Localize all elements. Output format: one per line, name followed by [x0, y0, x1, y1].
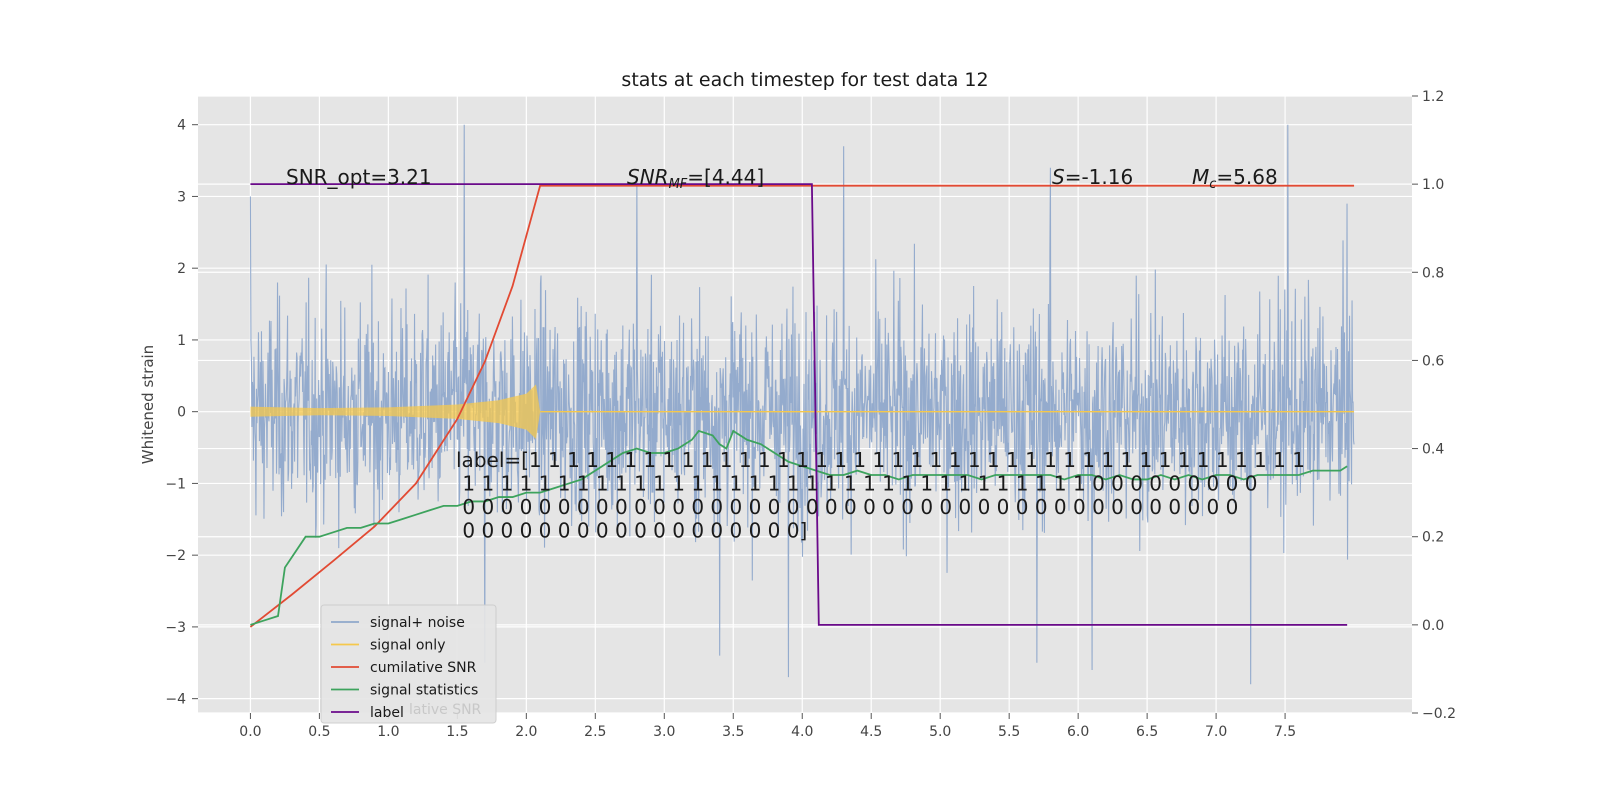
legend-ghost-text: lative SNR: [409, 702, 482, 718]
legend: lative SNR signal+ noise signal only cumila…: [320, 604, 497, 724]
x-tick-label: 7.0: [1205, 724, 1227, 740]
signal-only-envelope: [250, 384, 541, 439]
y-tick-label: −1: [165, 476, 186, 492]
annotations: SNR_opt=3.21 SNRMF=[4.44] S=-1.16 Mc=5.6…: [286, 165, 1305, 543]
snr-opt-annotation: SNR_opt=3.21: [286, 165, 432, 189]
y2-tick-label: 1.2: [1422, 89, 1444, 105]
x-tick-label: 3.5: [722, 724, 744, 740]
x-tick-label: 0.0: [239, 724, 261, 740]
label-array-annotation: label=[1 1 1 1 1 1 1 1 1 1 1 1 1 1 1 1 1…: [456, 448, 1305, 543]
y-tick-label: −3: [165, 620, 186, 636]
x-tick-label: 7.5: [1274, 724, 1296, 740]
legend-label: label: [370, 705, 404, 721]
x-tick-label: 3.0: [653, 724, 675, 740]
signal-noise-series: [249, 124, 1355, 685]
line-series: [249, 183, 1355, 628]
mc-annotation: Mc=5.68: [1192, 165, 1278, 192]
snr-mf-symbol: SNR: [627, 165, 669, 189]
y2-tick-label: 0.4: [1422, 442, 1444, 458]
s-annotation: S=-1.16: [1052, 165, 1133, 189]
mc-subscript: c: [1209, 177, 1216, 192]
y-tick-label: 0: [177, 405, 186, 421]
y2-tick-label: 0.2: [1422, 530, 1444, 546]
x-tick-label: 1.0: [377, 724, 399, 740]
signal-statistics-line: [250, 429, 1348, 626]
y-tick-label: 2: [177, 261, 186, 277]
x-tick-label: 6.0: [1067, 724, 1089, 740]
label-array-line: 0 0 0 0 0 0 0 0 0 0 0 0 0 0 0 0 0 0]: [456, 519, 807, 543]
mc-value: =5.68: [1216, 165, 1277, 189]
y-tick-label: 4: [177, 118, 186, 134]
y-axis-label: Whitened strain: [139, 345, 157, 464]
y-tick-label: −4: [165, 692, 186, 708]
label-array-line: 1 1 1 1 1 1 1 1 1 1 1 1 1 1 1 1 1 1 1 1 …: [456, 472, 1257, 496]
y-tick-label: 3: [177, 189, 186, 205]
x-tick-label: 1.5: [446, 724, 468, 740]
x-tick-label: 4.5: [860, 724, 882, 740]
legend-label: signal only: [370, 638, 445, 654]
y2-tick-label: −0.2: [1422, 706, 1456, 722]
x-tick-label: 2.5: [584, 724, 606, 740]
legend-box: [320, 604, 497, 724]
x-tick-label: 5.5: [998, 724, 1020, 740]
x-tick-label: 4.0: [791, 724, 813, 740]
signal-only-series: [250, 384, 1355, 439]
s-value: =-1.16: [1065, 165, 1134, 189]
y2-tick-label: 0.0: [1422, 618, 1444, 634]
snr-mf-value: =[4.44]: [687, 165, 764, 189]
snr-mf-subscript: MF: [669, 177, 688, 192]
label-array-line: label=[1 1 1 1 1 1 1 1 1 1 1 1 1 1 1 1 1…: [456, 448, 1305, 472]
legend-label: signal+ noise: [370, 615, 465, 631]
s-symbol: S: [1052, 165, 1065, 189]
y-tick-label: 1: [177, 333, 186, 349]
x-tick-label: 5.0: [929, 724, 951, 740]
y-tick-label: −2: [165, 548, 186, 564]
x-tick-label: 6.5: [1136, 724, 1158, 740]
chart-title: stats at each timestep for test data 12: [621, 69, 988, 91]
y2-tick-label: 1.0: [1422, 177, 1444, 193]
mc-symbol: M: [1192, 165, 1209, 189]
label-array-line: 0 0 0 0 0 0 0 0 0 0 0 0 0 0 0 0 0 0 0 0 …: [456, 495, 1238, 519]
cumilative-snr-line: [249, 184, 1355, 628]
x-tick-label: 0.5: [308, 724, 330, 740]
y2-tick-label: 0.8: [1422, 265, 1444, 281]
label-line: [250, 183, 1348, 626]
x-tick-label: 2.0: [515, 724, 537, 740]
snr-mf-annotation: SNRMF=[4.44]: [627, 165, 764, 192]
legend-label: cumilative SNR: [370, 660, 477, 676]
legend-label: signal statistics: [370, 683, 478, 699]
signal-noise-line: [249, 124, 1355, 685]
y2-tick-label: 0.6: [1422, 353, 1444, 369]
tick-labels: 0.0 0.5 1.0 1.5 2.0 2.5 3.0 3.5 4.0 4.5 5.0 5.5 6.0 6…: [165, 89, 1456, 740]
